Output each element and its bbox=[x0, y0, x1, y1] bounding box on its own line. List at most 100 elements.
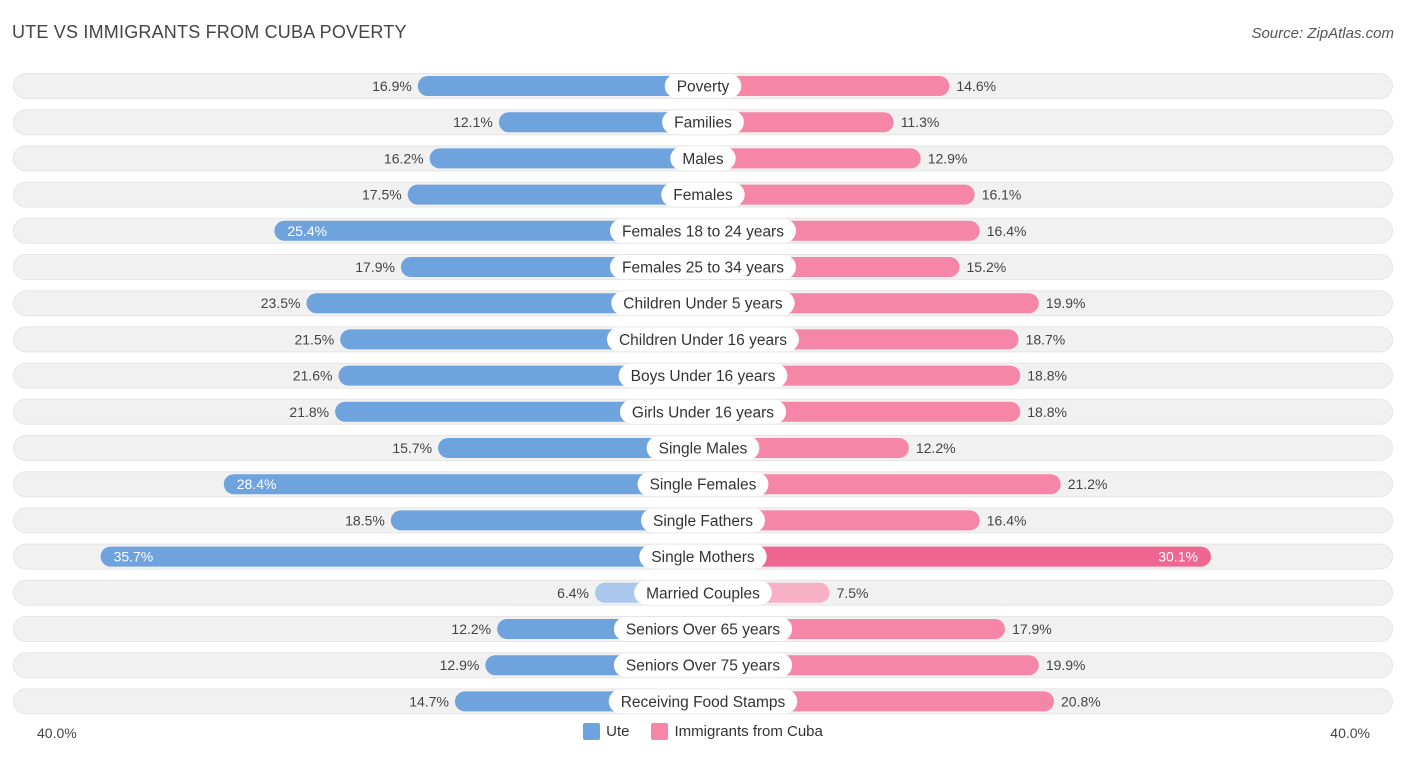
bar-ute-families bbox=[498, 112, 703, 133]
bar-ute-children-under-5-years bbox=[306, 293, 703, 314]
category-pill-poverty bbox=[664, 74, 742, 98]
category-label-children-under-16-years: Children Under 16 years bbox=[619, 332, 787, 349]
value-label-cuba-females: 16.1% bbox=[982, 187, 1022, 203]
bar-cuba-single-mothers bbox=[703, 546, 1211, 567]
category-label-girls-under-16-years: Girls Under 16 years bbox=[632, 404, 774, 421]
category-pill-single-females bbox=[637, 472, 769, 497]
value-label-cuba-boys-under-16-years: 18.8% bbox=[1027, 368, 1067, 384]
category-pill-seniors-over-75-years bbox=[613, 653, 793, 678]
bar-ute-females-18-to-24-years bbox=[274, 220, 703, 241]
value-label-ute-females-18-to-24-years: 25.4% bbox=[287, 223, 327, 239]
category-label-single-mothers: Single Mothers bbox=[651, 549, 755, 566]
category-pill-males bbox=[670, 146, 736, 171]
value-label-ute-single-mothers: 35.7% bbox=[114, 549, 154, 565]
bar-ute-girls-under-16-years bbox=[335, 401, 703, 422]
value-label-ute-married-couples: 6.4% bbox=[557, 585, 589, 601]
category-pill-receiving-food-stamps bbox=[608, 689, 798, 714]
category-pill-married-couples bbox=[634, 580, 772, 605]
value-label-cuba-females-18-to-24-years: 16.4% bbox=[987, 223, 1027, 239]
value-label-cuba-poverty: 14.6% bbox=[956, 78, 996, 94]
value-label-cuba-seniors-over-65-years: 17.9% bbox=[1012, 621, 1052, 637]
legend-swatch-cuba bbox=[651, 723, 669, 740]
category-pill-females bbox=[661, 182, 745, 207]
category-pill-single-fathers bbox=[641, 508, 765, 533]
category-pill-females-18-to-24-years bbox=[610, 218, 796, 243]
value-label-cuba-single-males: 12.2% bbox=[916, 440, 956, 456]
value-label-ute-single-fathers: 18.5% bbox=[345, 512, 385, 528]
bar-cuba-single-fathers bbox=[703, 510, 980, 531]
axis-label-right: 40.0% bbox=[1330, 725, 1370, 741]
value-label-cuba-single-fathers: 16.4% bbox=[987, 512, 1027, 528]
category-label-married-couples: Married Couples bbox=[646, 585, 760, 602]
category-pill-boys-under-16-years bbox=[618, 363, 788, 388]
category-pill-single-males bbox=[646, 436, 760, 460]
value-label-cuba-married-couples: 7.5% bbox=[837, 585, 869, 601]
category-label-families: Families bbox=[674, 115, 732, 132]
value-label-ute-children-under-16-years: 21.5% bbox=[294, 331, 334, 347]
value-label-cuba-seniors-over-75-years: 19.9% bbox=[1046, 657, 1086, 673]
category-pill-single-mothers bbox=[639, 544, 767, 569]
legend-item-ute[interactable]: Ute bbox=[583, 723, 629, 740]
value-label-cuba-single-females: 21.2% bbox=[1068, 476, 1108, 492]
bar-ute-males bbox=[429, 148, 703, 169]
bar-cuba-families bbox=[703, 112, 894, 133]
category-label-seniors-over-65-years: Seniors Over 65 years bbox=[626, 622, 780, 639]
bar-cuba-single-females bbox=[703, 474, 1061, 495]
axis-label-left: 40.0% bbox=[37, 725, 77, 741]
value-label-cuba-receiving-food-stamps: 20.8% bbox=[1061, 693, 1101, 709]
value-label-ute-girls-under-16-years: 21.8% bbox=[289, 404, 329, 420]
bar-ute-single-males bbox=[438, 438, 703, 458]
value-label-ute-poverty: 16.9% bbox=[372, 78, 412, 94]
bar-cuba-males bbox=[703, 148, 921, 169]
legend: Ute Immigrants from Cuba bbox=[0, 723, 1406, 740]
bar-ute-single-fathers bbox=[390, 510, 703, 531]
value-label-ute-seniors-over-75-years: 12.9% bbox=[440, 657, 480, 673]
value-label-ute-females-25-to-34-years: 17.9% bbox=[355, 259, 395, 275]
value-label-ute-males: 16.2% bbox=[384, 150, 424, 166]
legend-swatch-ute bbox=[583, 723, 601, 740]
value-label-cuba-girls-under-16-years: 18.8% bbox=[1027, 404, 1067, 420]
category-label-females: Females bbox=[673, 187, 733, 204]
category-label-males: Males bbox=[682, 151, 724, 168]
category-label-single-fathers: Single Fathers bbox=[653, 513, 753, 530]
value-label-ute-children-under-5-years: 23.5% bbox=[261, 295, 301, 311]
value-label-ute-single-females: 28.4% bbox=[237, 476, 277, 492]
category-pill-seniors-over-65-years bbox=[613, 617, 793, 641]
category-pill-children-under-16-years bbox=[606, 327, 800, 352]
value-label-cuba-children-under-5-years: 19.9% bbox=[1046, 295, 1086, 311]
category-pill-females-25-to-34-years bbox=[610, 255, 796, 279]
bar-ute-boys-under-16-years bbox=[338, 365, 703, 386]
category-label-single-males: Single Males bbox=[659, 441, 748, 458]
value-label-ute-receiving-food-stamps: 14.7% bbox=[409, 693, 449, 709]
value-label-cuba-children-under-16-years: 18.7% bbox=[1026, 331, 1066, 347]
bar-ute-poverty bbox=[417, 76, 703, 96]
bar-ute-females bbox=[407, 184, 703, 205]
bar-cuba-poverty bbox=[703, 76, 950, 96]
bar-cuba-females bbox=[703, 184, 975, 205]
value-label-cuba-males: 12.9% bbox=[928, 150, 968, 166]
category-label-boys-under-16-years: Boys Under 16 years bbox=[631, 368, 776, 385]
category-label-seniors-over-75-years: Seniors Over 75 years bbox=[626, 658, 780, 675]
legend-item-cuba[interactable]: Immigrants from Cuba bbox=[651, 723, 823, 740]
category-label-receiving-food-stamps: Receiving Food Stamps bbox=[621, 694, 786, 711]
value-label-ute-families: 12.1% bbox=[453, 114, 493, 130]
category-label-females-18-to-24-years: Females 18 to 24 years bbox=[622, 223, 784, 240]
source-credit: Source: ZipAtlas.com bbox=[1251, 25, 1394, 42]
value-label-ute-seniors-over-65-years: 12.2% bbox=[451, 621, 491, 637]
chart-title: UTE VS IMMIGRANTS FROM CUBA POVERTY bbox=[12, 22, 407, 42]
value-label-cuba-females-25-to-34-years: 15.2% bbox=[967, 259, 1007, 275]
value-label-cuba-single-mothers: 30.1% bbox=[1158, 549, 1198, 565]
category-label-single-females: Single Females bbox=[650, 477, 757, 494]
category-pill-families bbox=[662, 110, 744, 135]
value-label-ute-females: 17.5% bbox=[362, 187, 402, 203]
value-label-ute-boys-under-16-years: 21.6% bbox=[293, 368, 333, 384]
category-label-children-under-5-years: Children Under 5 years bbox=[623, 296, 783, 313]
value-label-ute-single-males: 15.7% bbox=[392, 440, 432, 456]
bar-ute-single-mothers bbox=[100, 546, 703, 567]
value-label-cuba-families: 11.3% bbox=[901, 114, 940, 130]
category-label-females-25-to-34-years: Females 25 to 34 years bbox=[622, 260, 784, 277]
bar-ute-single-females bbox=[223, 474, 703, 495]
legend-label-ute: Ute bbox=[606, 723, 630, 740]
category-label-poverty: Poverty bbox=[677, 79, 730, 96]
